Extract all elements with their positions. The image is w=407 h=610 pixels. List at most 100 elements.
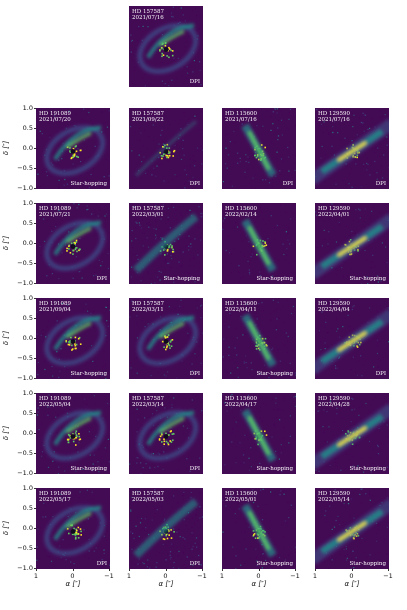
y-axis-label: δ [″]: [2, 520, 10, 535]
panel-target: HD 157587: [132, 491, 164, 497]
y-tick-label: −0.5: [17, 354, 33, 362]
disk-image: [315, 108, 389, 189]
panel-target: HD 157587: [132, 396, 164, 402]
panel-target: HD 115600: [225, 111, 257, 117]
panel-r5-c1: HD 191089 2022/05/17 DPI: [36, 488, 110, 569]
panel-target: HD 115600: [225, 396, 257, 402]
panel-r3-c2: HD 157587 2022/03/11 DPI: [129, 298, 203, 379]
panel-target-date: HD 129590 2021/07/16: [318, 111, 350, 123]
panel-target: HD 129590: [318, 111, 350, 117]
y-tick-mark: [34, 548, 36, 549]
x-axis-label: α [″]: [251, 580, 267, 588]
y-tick-label: 1.0: [22, 294, 33, 302]
x-tick-mark: [165, 569, 167, 571]
y-tick-mark: [34, 393, 36, 394]
panel-target: HD 115600: [225, 206, 257, 212]
x-tick-label: −1: [290, 572, 300, 580]
disk-image: [130, 108, 203, 189]
panel-target-date: HD 115600 2022/02/14: [225, 206, 257, 218]
panel-mode: DPI: [189, 465, 200, 472]
panel-date: 2021/07/16: [132, 15, 164, 22]
panel-mode: DPI: [189, 560, 200, 567]
x-tick-mark: [315, 569, 316, 571]
panel-target: HD 129590: [318, 396, 350, 402]
y-tick-mark: [34, 318, 36, 319]
y-tick-label: 0.5: [22, 219, 33, 227]
panel-r4-c1: HD 191089 2022/05/04 Star-hopping: [36, 393, 110, 474]
panel-date: 2021/07/21: [39, 212, 71, 219]
panel-mode: Star-hopping: [256, 465, 293, 472]
y-tick-mark: [34, 358, 36, 359]
panel-mode: DPI: [96, 560, 107, 567]
panel-date: 2021/09/04: [39, 307, 71, 314]
y-tick-mark: [34, 568, 36, 569]
y-tick-mark: [34, 223, 36, 224]
y-tick-mark: [34, 528, 36, 529]
panel-date: 2022/05/03: [132, 497, 164, 504]
panel-target-date: HD 115600 2022/04/11: [225, 301, 257, 313]
panel-date: 2021/09/22: [132, 117, 164, 124]
panel-mode: Star-hopping: [349, 275, 386, 282]
panel-date: 2021/07/16: [318, 117, 350, 124]
y-tick-label: −1.0: [17, 564, 33, 572]
panel-target-date: HD 115600 2022/05/01: [225, 491, 257, 503]
panel-r2-c2: HD 157587 2022/03/01 Star-hopping: [129, 203, 203, 284]
y-tick-mark: [34, 413, 36, 414]
panel-target: HD 129590: [318, 301, 350, 307]
y-tick-label: 0.0: [22, 144, 33, 152]
y-tick-mark: [34, 168, 36, 169]
disk-image: [222, 203, 296, 284]
panel-r2-c1: HD 191089 2021/07/21 DPI: [36, 203, 110, 284]
panel-target: HD 157587: [132, 9, 164, 15]
x-tick-label: 1: [219, 572, 225, 580]
panel-r1-c4: HD 129590 2021/07/16 DPI: [315, 108, 389, 189]
panel-top: HD 157587 2021/07/16 DPI: [129, 6, 203, 87]
panel-r3-c3: HD 115600 2022/04/11 Star-hopping: [222, 298, 296, 379]
y-tick-label: −1.0: [17, 279, 33, 287]
y-tick-label: 1.0: [22, 389, 33, 397]
panel-mode: Star-hopping: [70, 180, 107, 187]
panel-mode: DPI: [375, 370, 386, 377]
panel-target-date: HD 191089 2022/05/17: [39, 491, 71, 503]
y-tick-mark: [34, 378, 36, 379]
panel-r4-c2: HD 157587 2022/03/14 DPI: [129, 393, 203, 474]
panel-target: HD 129590: [318, 206, 350, 212]
x-tick-mark: [202, 569, 203, 571]
panel-target: HD 157587: [132, 111, 164, 117]
panel-target-date: HD 129590 2022/04/28: [318, 396, 350, 408]
disk-image: [36, 298, 110, 379]
x-tick-mark: [36, 569, 37, 571]
panel-mode: Star-hopping: [256, 560, 293, 567]
panel-r1-c2: HD 157587 2021/09/22 DPI: [129, 108, 203, 189]
panel-date: 2021/07/16: [225, 117, 257, 124]
panel-date: 2022/05/14: [318, 497, 350, 504]
panel-target: HD 157587: [132, 206, 164, 212]
y-tick-label: 0.5: [22, 409, 33, 417]
panel-target-date: HD 157587 2022/03/01: [132, 206, 164, 218]
y-tick-label: 1.0: [22, 484, 33, 492]
y-tick-mark: [34, 488, 36, 489]
panel-target-date: HD 157587 2022/05/03: [132, 491, 164, 503]
y-tick-mark: [34, 473, 36, 474]
disk-image: [129, 203, 203, 284]
y-tick-label: −0.5: [17, 259, 33, 267]
disk-image: [129, 489, 203, 569]
panel-r3-c1: HD 191089 2021/09/04 Star-hopping: [36, 298, 110, 379]
panel-date: 2022/05/04: [39, 402, 71, 409]
panel-target-date: HD 129590 2022/04/04: [318, 301, 350, 313]
panel-date: 2022/03/01: [132, 212, 164, 219]
y-tick-mark: [34, 298, 36, 299]
panel-target: HD 115600: [225, 301, 257, 307]
panel-mode: DPI: [282, 180, 293, 187]
panel-date: 2022/02/14: [225, 212, 257, 219]
x-tick-mark: [129, 569, 130, 571]
disk-image: [315, 203, 389, 284]
y-tick-label: 0.0: [22, 524, 33, 532]
y-tick-mark: [34, 108, 36, 109]
disk-image: [129, 6, 203, 87]
y-tick-label: 0.5: [22, 504, 33, 512]
y-tick-label: 1.0: [22, 104, 33, 112]
y-tick-label: −0.5: [17, 449, 33, 457]
panel-target: HD 157587: [132, 301, 164, 307]
panel-r1-c3: HD 115600 2021/07/16 DPI: [222, 108, 296, 189]
